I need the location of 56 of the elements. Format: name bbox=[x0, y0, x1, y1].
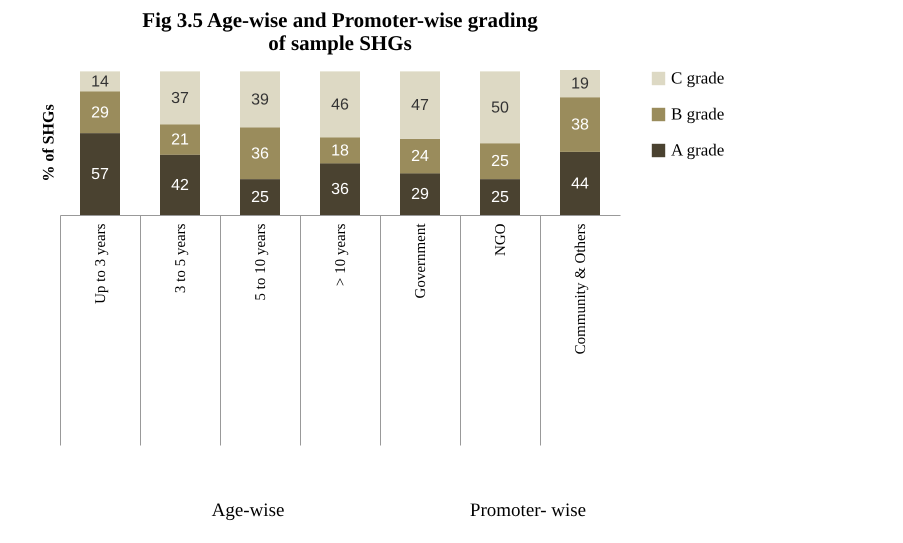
x-tick-label: 3 to 5 years bbox=[173, 223, 189, 294]
x-tick-label: Government bbox=[413, 222, 429, 298]
bar bbox=[320, 71, 360, 138]
data-label: 25 bbox=[251, 189, 269, 206]
data-label: 29 bbox=[411, 186, 429, 204]
data-label: 38 bbox=[571, 116, 589, 134]
legend-label: C grade bbox=[671, 68, 724, 88]
legend-label: B grade bbox=[671, 104, 724, 124]
bar bbox=[240, 179, 280, 215]
x-tick-label: 5 to 10 years bbox=[253, 223, 269, 301]
bar bbox=[80, 92, 120, 134]
legend-label: A grade bbox=[671, 140, 724, 160]
x-tick-label: > 10 years bbox=[333, 223, 349, 286]
data-label: 47 bbox=[411, 97, 429, 114]
data-label: 21 bbox=[171, 132, 189, 149]
x-tick-label: Up to 3 years bbox=[93, 223, 109, 304]
data-label: 36 bbox=[331, 181, 349, 198]
text: Age-wise bbox=[210, 500, 286, 522]
bar bbox=[240, 71, 280, 128]
bar bbox=[400, 138, 440, 174]
bar bbox=[400, 71, 440, 139]
bar bbox=[160, 71, 200, 125]
chart-title: Fig 3.5 Age-wise and Promoter-wise grading of sample SHGs bbox=[142, 8, 538, 55]
x-tick-label: Community & Others bbox=[573, 223, 589, 354]
bar bbox=[320, 137, 360, 164]
text: Promoter- wise bbox=[468, 500, 588, 522]
bar bbox=[400, 173, 440, 215]
bar bbox=[480, 179, 520, 215]
data-label: 18 bbox=[331, 142, 349, 160]
bar bbox=[160, 124, 200, 155]
bar bbox=[160, 154, 200, 215]
data-label: 37 bbox=[171, 90, 189, 107]
data-label: 24 bbox=[411, 148, 429, 166]
data-label: 25 bbox=[491, 153, 509, 170]
bar bbox=[240, 127, 280, 180]
data-label: 46 bbox=[331, 96, 349, 114]
data-label: 14 bbox=[91, 73, 109, 90]
data-label: 44 bbox=[571, 175, 589, 192]
data-label: 42 bbox=[171, 176, 189, 194]
bar bbox=[560, 152, 600, 215]
bar bbox=[80, 71, 120, 92]
data-label: 36 bbox=[251, 145, 269, 162]
data-label: 57 bbox=[91, 166, 109, 184]
bar bbox=[560, 70, 600, 98]
data-label: 39 bbox=[251, 91, 269, 108]
x-tick-label: NGO bbox=[493, 223, 509, 256]
bar bbox=[320, 163, 360, 215]
y-axis-title: % of SHGs bbox=[40, 104, 58, 182]
data-label: 29 bbox=[91, 104, 109, 122]
bar bbox=[80, 133, 120, 215]
bar bbox=[480, 71, 520, 144]
bar bbox=[560, 97, 600, 152]
data-label: 25 bbox=[491, 189, 509, 206]
data-label: 19 bbox=[571, 76, 589, 93]
bar bbox=[480, 143, 520, 180]
data-label: 50 bbox=[491, 99, 509, 116]
